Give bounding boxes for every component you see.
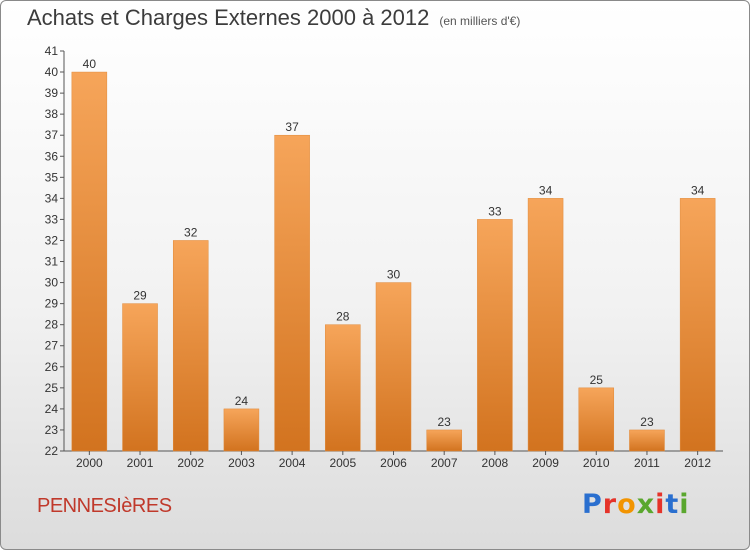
x-tick-label: 2006 bbox=[380, 456, 407, 470]
y-tick-label: 41 bbox=[45, 44, 59, 58]
bar-value-label: 34 bbox=[539, 183, 553, 197]
bar bbox=[274, 134, 310, 452]
y-tick-label: 30 bbox=[45, 276, 59, 290]
y-tick-label: 33 bbox=[45, 212, 59, 226]
proxiti-logo: Proxiti bbox=[582, 489, 690, 520]
bar bbox=[172, 240, 209, 452]
bar bbox=[426, 429, 462, 452]
y-tick-label: 26 bbox=[45, 360, 59, 374]
bar-value-label: 24 bbox=[235, 394, 249, 408]
bar-value-label: 37 bbox=[285, 120, 299, 134]
bar-value-label: 25 bbox=[590, 373, 604, 387]
x-tick-label: 2010 bbox=[583, 456, 610, 470]
y-tick-label: 36 bbox=[45, 149, 59, 163]
bar bbox=[477, 219, 513, 452]
y-tick-label: 34 bbox=[45, 191, 59, 205]
bar-value-label: 40 bbox=[83, 57, 97, 71]
x-tick-label: 2009 bbox=[532, 456, 559, 470]
y-tick-label: 25 bbox=[45, 381, 59, 395]
bar-value-label: 29 bbox=[133, 289, 147, 303]
y-tick-label: 28 bbox=[45, 318, 59, 332]
y-tick-label: 22 bbox=[45, 444, 59, 458]
x-tick-label: 2004 bbox=[279, 456, 306, 470]
y-tick-label: 29 bbox=[45, 297, 59, 311]
x-tick-label: 2003 bbox=[228, 456, 255, 470]
bar bbox=[679, 198, 716, 452]
y-tick-label: 24 bbox=[45, 402, 59, 416]
logo-letter: P bbox=[582, 489, 603, 520]
logo-letter: t bbox=[665, 489, 680, 520]
bar bbox=[527, 198, 564, 452]
y-tick-label: 35 bbox=[45, 170, 59, 184]
bar bbox=[71, 71, 108, 452]
chart-title-text: Achats et Charges Externes 2000 à 2012 bbox=[27, 5, 430, 30]
y-tick-label: 27 bbox=[45, 339, 59, 353]
bar bbox=[578, 387, 615, 452]
x-tick-label: 2001 bbox=[127, 456, 154, 470]
y-tick-label: 40 bbox=[45, 65, 59, 79]
logo-letter: i bbox=[655, 489, 666, 520]
logo-letter: x bbox=[636, 489, 656, 520]
logo-letter: r bbox=[602, 489, 618, 520]
logo-letter: o bbox=[617, 489, 637, 520]
bar bbox=[325, 324, 361, 452]
bar-value-label: 30 bbox=[387, 268, 401, 282]
bar-value-label: 23 bbox=[640, 415, 654, 429]
bar-value-label: 32 bbox=[184, 225, 198, 239]
bar bbox=[375, 282, 412, 452]
town-name: PENNESIèRES bbox=[37, 495, 172, 517]
y-tick-label: 32 bbox=[45, 233, 59, 247]
bar bbox=[223, 408, 260, 452]
y-tick-label: 37 bbox=[45, 128, 59, 142]
x-tick-label: 2012 bbox=[684, 456, 711, 470]
bar bbox=[629, 429, 665, 452]
x-tick-label: 2002 bbox=[177, 456, 204, 470]
logo-letter: i bbox=[679, 489, 690, 520]
y-tick-label: 38 bbox=[45, 107, 59, 121]
x-tick-label: 2005 bbox=[329, 456, 356, 470]
x-tick-label: 2011 bbox=[634, 456, 660, 470]
x-tick-label: 2008 bbox=[482, 456, 509, 470]
bar-value-label: 23 bbox=[438, 415, 452, 429]
bar-value-label: 34 bbox=[691, 183, 705, 197]
y-tick-label: 31 bbox=[45, 255, 59, 269]
x-tick-label: 2000 bbox=[76, 456, 103, 470]
bar-value-label: 33 bbox=[488, 204, 502, 218]
y-tick-label: 23 bbox=[45, 423, 59, 437]
chart-subtitle: (en milliers d'€) bbox=[439, 14, 521, 28]
chart-title: Achats et Charges Externes 2000 à 2012 (e… bbox=[27, 5, 520, 31]
y-tick-label: 39 bbox=[45, 86, 59, 100]
x-tick-label: 2007 bbox=[431, 456, 458, 470]
bar bbox=[122, 303, 158, 452]
bar-value-label: 28 bbox=[336, 310, 350, 324]
